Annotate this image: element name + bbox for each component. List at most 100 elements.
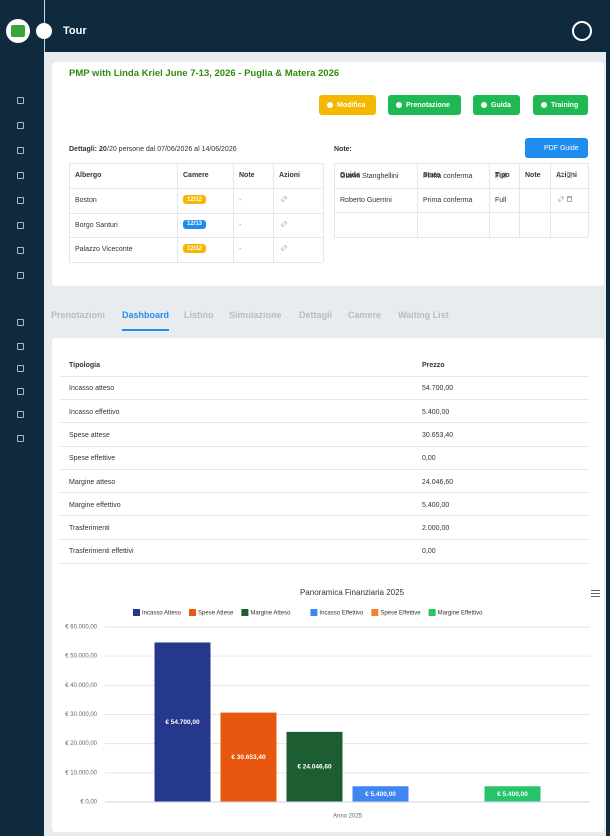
legend-label: Incasso Effettivo xyxy=(319,611,364,617)
x-tick-label: Anno 2025 xyxy=(333,814,363,820)
finance-cell: Spese attese xyxy=(69,431,110,439)
finance-cell: 24.046,60 xyxy=(422,478,454,486)
finance-cell: 0,00 xyxy=(422,548,436,556)
table-header: Note xyxy=(525,172,541,179)
finance-cell: 30.653,40 xyxy=(422,431,454,439)
sidebar-icon[interactable] xyxy=(17,343,24,350)
guide-cell: Full xyxy=(495,197,507,204)
table-border xyxy=(323,163,324,262)
sidebar-icon[interactable] xyxy=(17,147,24,154)
guide-cell: Full xyxy=(495,173,507,180)
table-header: Guida xyxy=(340,172,360,179)
right-border xyxy=(606,0,610,836)
bar-value-label: € 30.653,40 xyxy=(231,754,266,761)
delete-icon[interactable] xyxy=(567,196,572,202)
table-header: Stato xyxy=(423,172,441,179)
guide-cell: Prima conferma xyxy=(423,173,473,180)
guide-cell: Gianni Stanghellini xyxy=(340,173,399,180)
legend-label: Incasso Atteso xyxy=(142,611,182,617)
action-button[interactable]: Guida xyxy=(473,95,520,115)
legend-swatch xyxy=(371,609,379,616)
rooms-badge: 12/12 xyxy=(183,195,207,204)
table-header: Tipologia xyxy=(69,362,100,369)
y-tick-label: € 0,00 xyxy=(80,800,97,806)
sidebar-icon[interactable] xyxy=(17,388,24,395)
table-header: Note xyxy=(239,172,255,179)
table-border xyxy=(334,212,588,213)
menu-line xyxy=(591,590,600,591)
legend-label: Margine Effettivo xyxy=(438,611,484,617)
sidebar-icon[interactable] xyxy=(17,172,24,179)
pdf-guide-button[interactable]: PDF Guide xyxy=(525,138,588,158)
table-border xyxy=(69,237,323,238)
tab[interactable]: Dettagli xyxy=(299,310,333,320)
finance-cell: 54.700,00 xyxy=(422,385,454,393)
hotel-name: Borgo Santuri xyxy=(75,221,118,229)
bar xyxy=(220,712,277,802)
table-border xyxy=(489,163,490,237)
table-border xyxy=(60,492,589,494)
page-title: Tour xyxy=(63,25,87,37)
tab[interactable]: Listino xyxy=(184,310,214,320)
finance-cell: 5.400,00 xyxy=(422,408,450,416)
hotel-note: - xyxy=(239,246,242,253)
finance-cell: Margine atteso xyxy=(69,478,116,486)
tab[interactable]: Camere xyxy=(348,310,382,320)
action-button[interactable]: Modifica xyxy=(319,95,376,115)
table-border xyxy=(177,163,178,262)
table-header: Tipo xyxy=(495,172,510,179)
table-header: Azioni xyxy=(279,172,300,179)
hotel-note: - xyxy=(239,221,242,229)
table-header: Azioni xyxy=(556,172,577,179)
table-border xyxy=(273,163,274,262)
table-border xyxy=(69,163,70,262)
button-icon xyxy=(481,102,487,108)
details-count: 20 xyxy=(99,146,107,153)
finance-cell: Trasferimenti xyxy=(69,525,110,533)
sidebar-icon[interactable] xyxy=(17,365,24,372)
legend-label: Spese Attese xyxy=(198,611,234,617)
sidebar-icon[interactable] xyxy=(17,222,24,229)
table-border xyxy=(69,212,323,214)
table-border xyxy=(69,262,323,263)
bar xyxy=(484,786,541,802)
tab[interactable]: Dashboard xyxy=(122,310,170,320)
sidebar-icon[interactable] xyxy=(17,247,24,254)
sidebar-icon[interactable] xyxy=(17,272,24,279)
rooms-badge: 12/13 xyxy=(183,219,207,229)
button-icon xyxy=(396,102,402,108)
sidebar-icon[interactable] xyxy=(17,411,24,418)
finance-cell: 5.400,00 xyxy=(422,501,450,509)
table-border xyxy=(334,163,588,164)
hotel-name: Palazzo Viceconte xyxy=(75,246,133,253)
finance-cell: Margine effettivo xyxy=(69,501,121,509)
chart-title: Panoramica Finanziaria 2025 xyxy=(300,588,405,597)
sidebar-icon[interactable] xyxy=(17,97,24,104)
tab[interactable]: Waiting List xyxy=(398,310,449,320)
sidebar-icon[interactable] xyxy=(17,122,24,129)
table-border xyxy=(60,538,589,540)
guide-cell: Prima conferma xyxy=(423,197,473,204)
delete-icon[interactable] xyxy=(567,172,572,178)
finance-cell: Trasferimenti effettivi xyxy=(69,548,134,556)
user-avatar[interactable] xyxy=(572,21,592,41)
logo[interactable] xyxy=(6,19,30,43)
tab[interactable]: Prenotazioni xyxy=(51,310,106,320)
button-label: Guida xyxy=(491,102,511,109)
action-button[interactable]: Training xyxy=(533,95,588,115)
action-button[interactable]: Prenotazione xyxy=(388,95,461,115)
legend-label: Spese Effettive xyxy=(380,611,421,617)
sidebar-toggle[interactable] xyxy=(36,23,52,39)
button-icon xyxy=(541,102,547,108)
sidebar-icon[interactable] xyxy=(17,435,24,442)
guide-cell: Roberto Guerrini xyxy=(340,197,392,204)
finance-cell: Spese effettive xyxy=(69,455,116,463)
tab[interactable]: Simulazione xyxy=(229,310,282,320)
chart-menu[interactable] xyxy=(591,590,600,597)
table-border xyxy=(60,422,589,424)
menu-line xyxy=(591,593,600,594)
table-border xyxy=(60,375,589,377)
sidebar-icon[interactable] xyxy=(17,319,24,326)
table-border xyxy=(550,163,551,237)
sidebar-icon[interactable] xyxy=(17,197,24,204)
